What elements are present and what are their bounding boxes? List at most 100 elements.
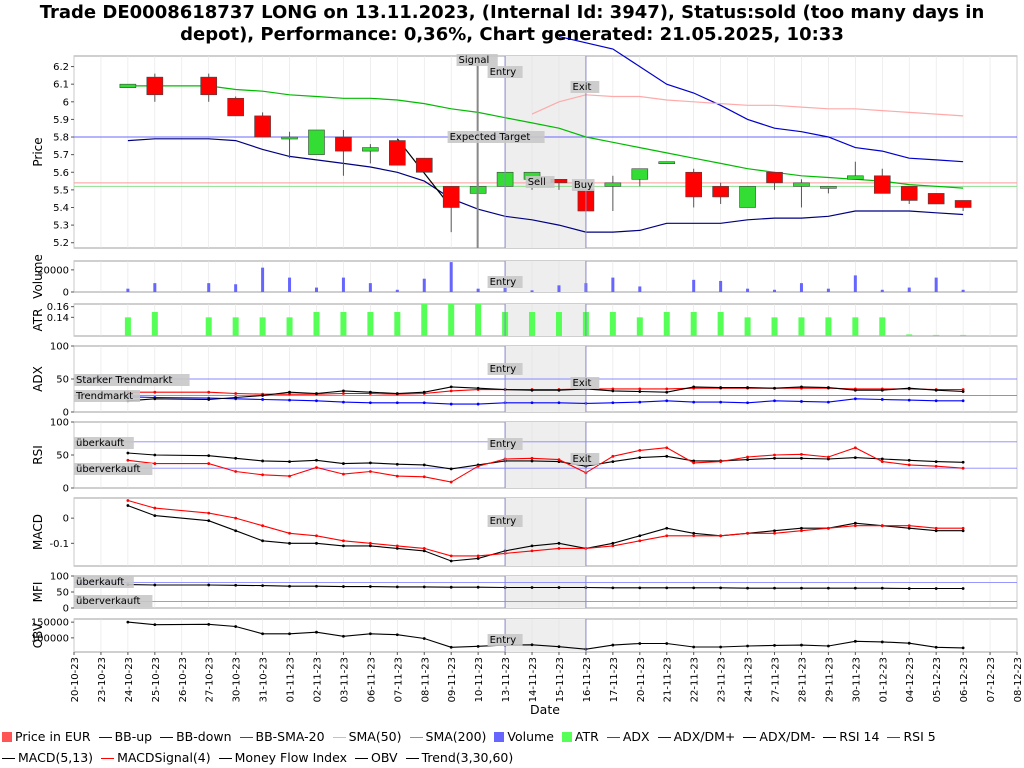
chart-title-line1: Trade DE0008618737 LONG on 13.11.2023, (… [39,2,985,23]
rsi-point-0-25 [827,457,830,461]
volume-bar-8 [368,283,372,292]
volume-bar-12 [476,288,480,292]
volume-bar-28 [934,277,938,292]
adx-point-1-25 [827,400,830,404]
atr-bar-27 [879,317,886,336]
axis-layer: 5.2 5.3 5.4 5.5 5.6 5.7 5.8 5.9 6 6.1 6.2 Price 0 200… [31,62,1024,702]
mfi-point-0-26 [853,586,857,590]
adx-point-2-17 [611,389,615,393]
macd-point-1-19 [665,534,669,538]
adx-point-1-5 [288,398,291,402]
obv-point-0-2 [207,622,211,626]
legend-item-13: MACD(5,13) [2,747,93,768]
rsi-point-0-23 [773,456,776,460]
legend-swatch-17 [405,758,419,759]
rsi-point-0-10 [422,463,426,467]
atr-ytick-label-1: 0.16 [47,302,69,313]
legend-label-3: BB-SMA-20 [255,729,325,744]
legend-item-12: RSI 5 [887,726,936,747]
price-ytick-label-8: 6 [63,97,69,108]
price-ytick-label-3: 5.5 [53,185,69,196]
obv-point-0-21 [719,645,723,649]
obv-point-0-20 [692,645,696,649]
atr-bar-28 [906,334,913,336]
adx-point-2-21 [719,386,723,389]
label-exit-rsi-bg [570,453,600,465]
label-signal-bg [456,54,498,66]
legend-swatch-4 [332,737,346,738]
label-ueberkauft-mfi-bg [74,576,134,588]
price-ytick-label-9: 6.1 [53,80,69,91]
label-exit-adx: Exit [573,378,592,389]
rsi-point-0-11 [449,467,453,471]
obv-point-0-18 [638,642,642,645]
macd-point-0-14 [530,544,534,548]
macd-point-0-29 [934,529,938,533]
adx-point-1-19 [665,399,669,403]
mfi-point-0-1 [153,583,157,587]
obv-point-0-30 [961,646,965,650]
macd-point-0-0 [126,504,130,507]
macd-point-0-12 [476,557,480,560]
obv-point-0-6 [315,630,318,634]
volume-bar-1 [153,283,157,292]
label-entry-volume-bg [487,276,523,288]
legend-swatch-1 [98,737,112,738]
macd-point-0-9 [395,546,399,550]
candle-body-8 [362,147,379,152]
adx-point-1-11 [449,402,453,406]
adx-point-1-27 [880,398,884,401]
rsi-point-1-22 [746,455,749,459]
obv-point-0-15 [557,645,561,649]
adx-point-2-2 [207,398,211,401]
macd-point-1-8 [368,541,372,545]
adx-point-2-26 [853,388,857,392]
xtick-label-18: 15-11-23 [555,657,566,702]
macd-point-1-17 [611,544,615,548]
adx-ytick-label-2: 100 [50,342,69,353]
legend-item-4: SMA(50) [332,726,402,747]
rsi-point-1-28 [907,463,911,467]
label-ueberverkauft-mfi: überverkauft [76,596,141,607]
xtick-label-5: 27-10-23 [205,657,216,702]
rsi-point-1-20 [692,461,696,465]
volume-bar-18 [638,286,642,292]
macd-point-0-19 [665,526,669,530]
legend-label-5: SMA(200) [425,729,487,744]
atr-bar-12 [475,304,482,336]
candle-body-5 [281,136,298,140]
adx-point-0-17 [611,387,615,391]
label-buy: Buy [574,180,593,191]
rsi-point-1-24 [800,452,803,456]
legend-swatch-12 [887,737,901,738]
obv-point-0-14 [530,643,534,647]
macd-y-axis-label: MACD [31,514,45,550]
adx-point-2-10 [422,390,426,394]
macd-point-1-21 [719,534,723,538]
macd-trade-band [505,498,586,566]
macd-ytick-label-0: -0.1 [49,539,69,550]
label-ueberkauft-rsi: überkauft [76,438,124,449]
adx-point-2-23 [773,386,776,390]
rsi-point-1-7 [342,472,345,476]
atr-bar-11 [448,304,455,336]
legend-label-6: Volume [507,729,554,744]
macd-point-1-22 [746,531,749,535]
rsi-y-axis-label: RSI [31,445,45,465]
adx-point-1-28 [907,398,911,402]
legend-swatch-6 [494,732,505,742]
macd-point-0-1 [153,514,157,518]
rsi-ytick-label-2: 100 [50,418,69,429]
candle-body-10 [415,157,433,173]
rsi-point-1-8 [368,470,372,473]
atr-trade-band [505,304,586,336]
legend-item-11: RSI 14 [823,726,879,747]
obv-point-0-25 [827,644,830,648]
macd-point-1-10 [422,546,426,550]
adx-point-2-22 [746,386,749,389]
legend-label-9: ADX/DM+ [673,729,736,744]
candle-body-21 [712,186,729,198]
xtick-label-20: 17-11-23 [609,657,620,702]
xtick-label-10: 03-11-23 [339,657,350,702]
macd-point-1-5 [288,531,291,535]
